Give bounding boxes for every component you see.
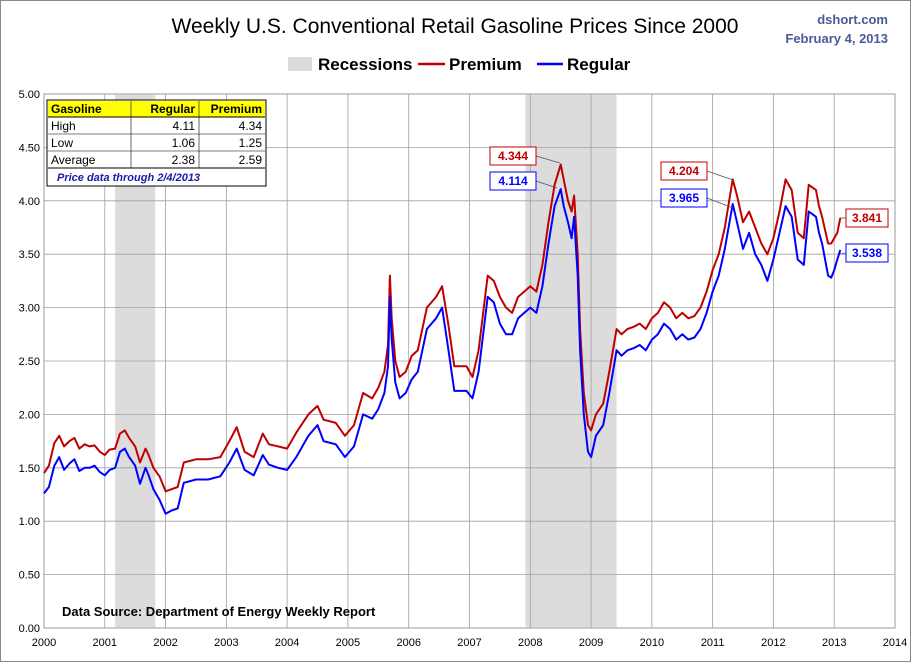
callout-leader [535, 155, 561, 164]
x-tick-label: 2005 [336, 637, 360, 649]
callout-regular-latest: 3.538 [852, 246, 882, 260]
y-tick-label: 1.00 [19, 516, 40, 528]
callout-leader [839, 252, 847, 255]
series-line-regular [43, 188, 842, 515]
stats-row-regular: 4.11 [173, 119, 196, 133]
legend-regular-label: Regular [567, 55, 631, 74]
callout-box [660, 161, 708, 181]
callout-box [660, 188, 708, 208]
x-tick-label: 2010 [640, 637, 664, 649]
stats-row-label: Low [51, 136, 73, 150]
y-tick-label: 1.50 [19, 463, 40, 475]
y-tick-label: 5.00 [19, 89, 40, 101]
series-line-premium [43, 163, 842, 493]
stats-header-gasoline: Gasoline [51, 102, 102, 116]
callout-box [845, 243, 889, 263]
callout-leader [706, 197, 734, 209]
date-label: February 4, 2013 [785, 31, 888, 46]
x-tick-label: 2012 [761, 637, 785, 649]
y-tick-label: 2.00 [19, 409, 40, 421]
y-tick-label: 4.50 [19, 142, 40, 154]
legend-recession-swatch [288, 57, 312, 71]
y-tick-label: 0.50 [19, 570, 40, 582]
x-tick-label: 2009 [579, 637, 603, 649]
chart-title: Weekly U.S. Conventional Retail Gasoline… [172, 15, 739, 38]
x-tick-label: 2008 [518, 637, 542, 649]
callout-premium-latest: 3.841 [852, 211, 882, 225]
stats-table-header-bg [48, 101, 265, 117]
x-tick-label: 2002 [153, 637, 177, 649]
stats-row-regular: 1.06 [172, 136, 196, 150]
legend-recessions-label: Recessions [318, 55, 413, 74]
stats-table: Gasoline Regular Premium High 4.11 4.34 … [46, 99, 267, 187]
stats-header-regular: Regular [150, 102, 195, 116]
x-tick-label: 2001 [93, 637, 117, 649]
x-tick-label: 2013 [822, 637, 846, 649]
brand-label: dshort.com [817, 12, 888, 27]
y-tick-label: 3.50 [19, 249, 40, 261]
stats-header-premium: Premium [211, 102, 262, 116]
x-tick-label: 2007 [457, 637, 481, 649]
callout-box [489, 171, 537, 191]
stats-row-premium: 4.34 [239, 119, 263, 133]
callout-leader [535, 180, 558, 189]
stats-row-regular: 2.38 [172, 153, 196, 167]
x-tick-label: 2011 [701, 637, 725, 649]
legend-premium-label: Premium [449, 55, 522, 74]
callout-premium-2011: 4.204 [669, 164, 699, 178]
x-tick-label: 2003 [214, 637, 238, 649]
x-tick-label: 2014 [883, 637, 907, 649]
callout-premium-2008: 4.344 [498, 149, 528, 163]
x-tick-label: 2000 [32, 637, 56, 649]
x-axis-ticks: 2000 2001 2002 2003 2004 2005 2006 2007 2008 2009… [32, 637, 907, 649]
data-source-note: Data Source: Department of Energy Weekly… [62, 604, 376, 619]
callout-box [845, 208, 889, 228]
y-tick-label: 2.50 [19, 356, 40, 368]
y-tick-label: 4.00 [19, 196, 40, 208]
y-tick-label: 3.00 [19, 303, 40, 315]
callout-regular-2008: 4.114 [498, 174, 528, 188]
x-tick-label: 2006 [396, 637, 420, 649]
y-tick-label: 0.00 [19, 623, 40, 635]
callout-regular-2011: 3.965 [669, 191, 699, 205]
stats-row-premium: 1.25 [239, 136, 263, 150]
x-tick-label: 2004 [275, 637, 299, 649]
stats-row-label: Average [51, 153, 96, 167]
y-axis-ticks: 0.00 0.50 1.00 1.50 2.00 2.50 3.00 3.50 4.00 4.50… [19, 89, 40, 635]
callout-box [489, 146, 537, 166]
annotations: 4.344 4.114 4.204 3.965 3.841 3.538 [489, 146, 889, 263]
stats-row-label: High [51, 119, 76, 133]
stats-row-premium: 2.59 [239, 153, 263, 167]
stats-table-note: Price data through 2/4/2013 [57, 172, 200, 184]
series-lines [43, 163, 842, 515]
legend: Recessions Premium Regular [288, 55, 631, 74]
callout-leader [706, 170, 734, 181]
